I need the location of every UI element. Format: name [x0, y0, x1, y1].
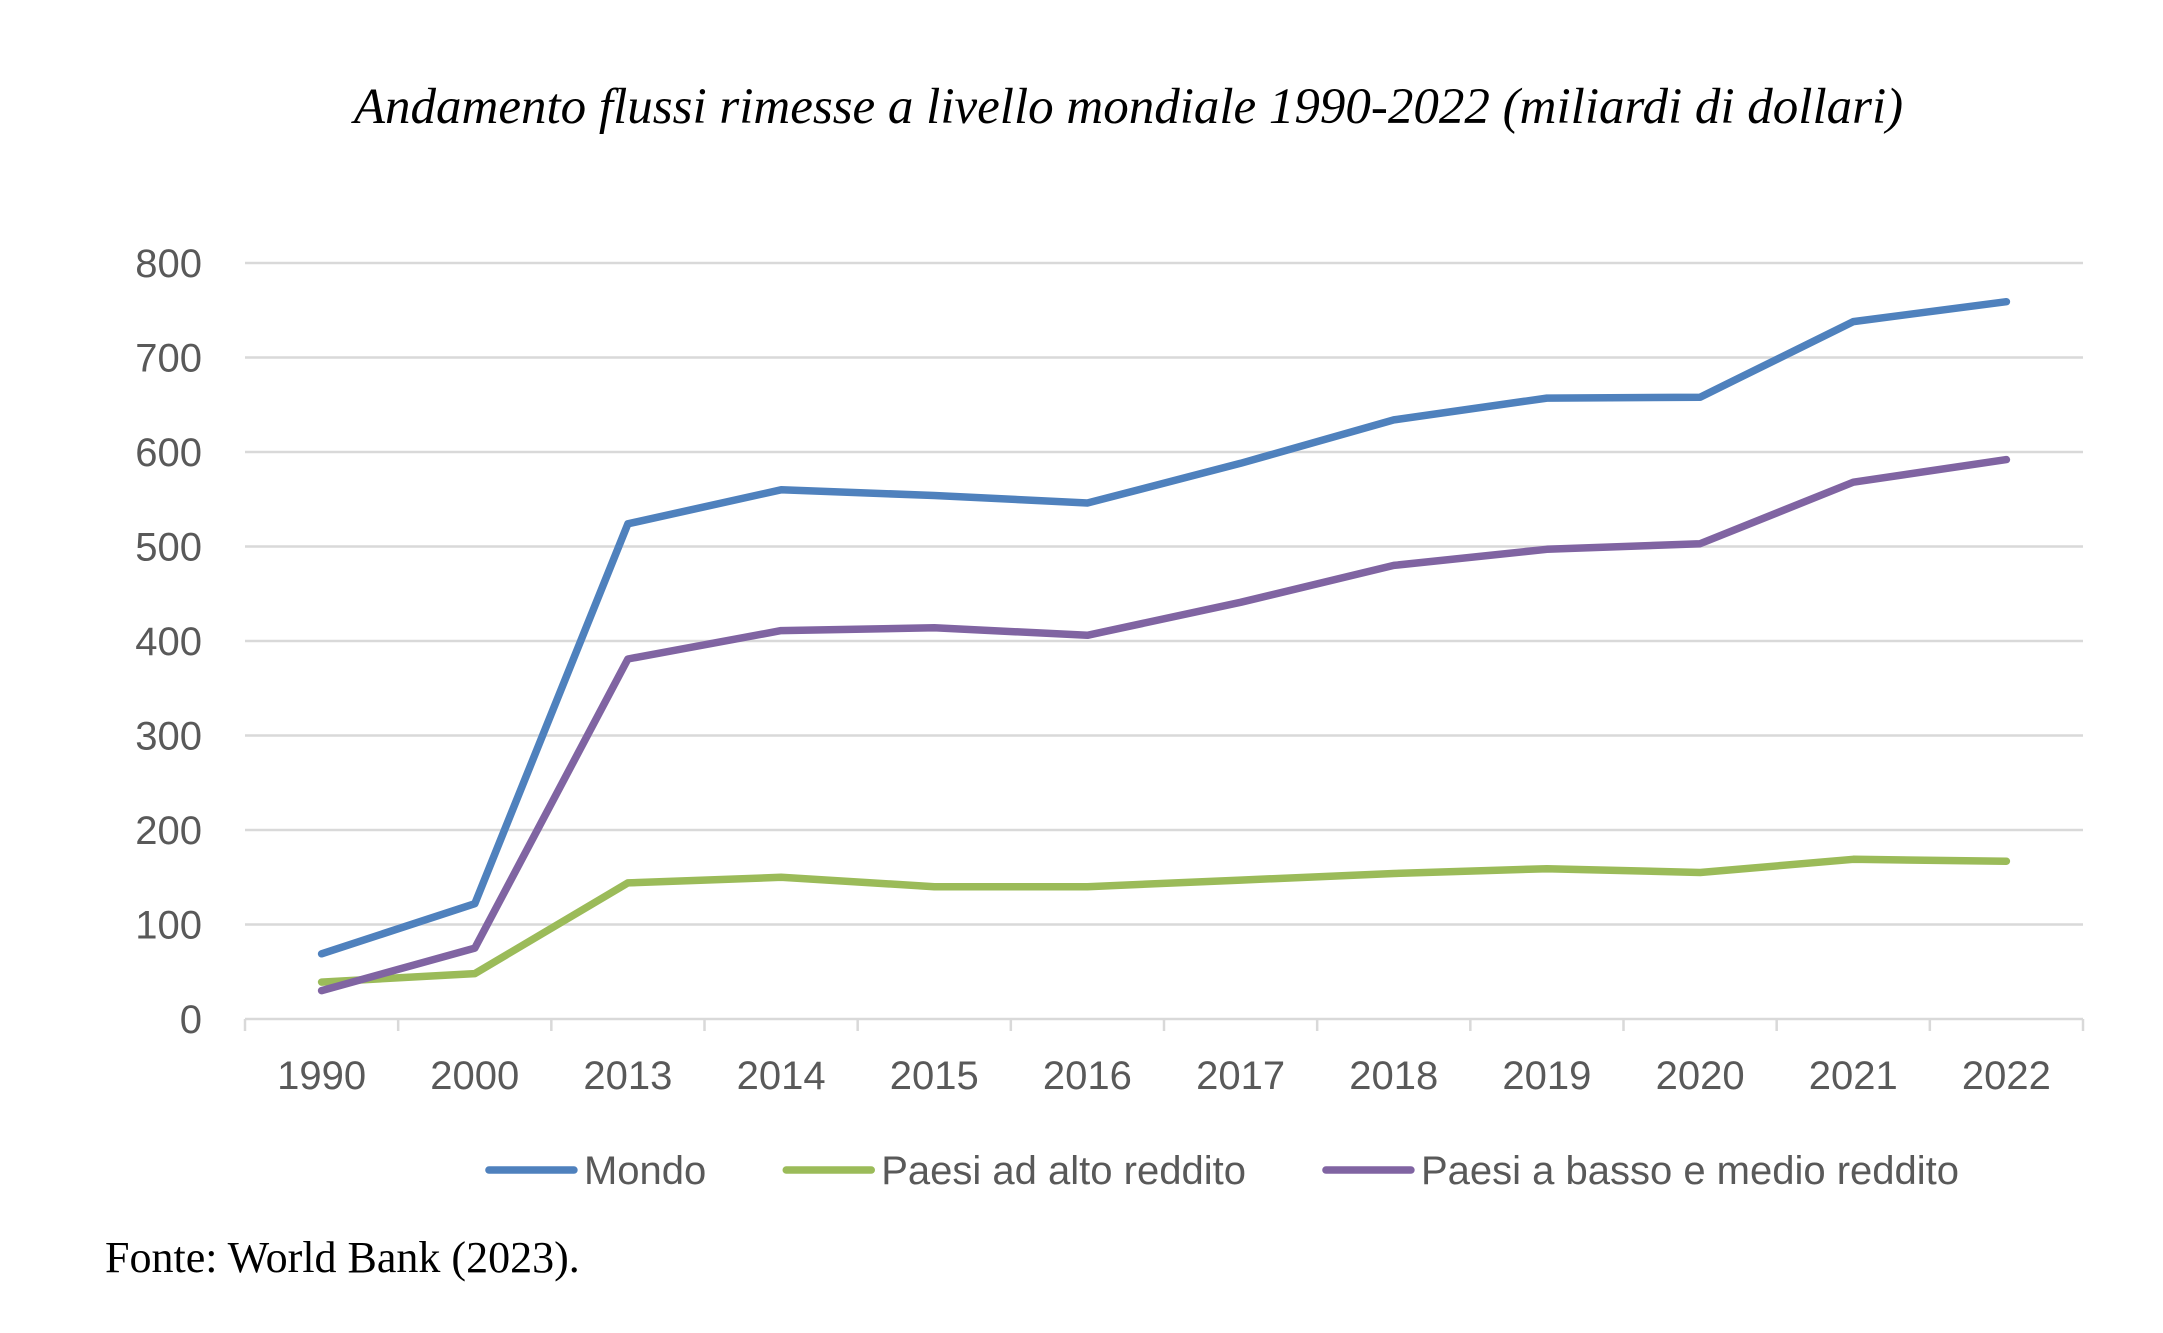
legend-item-mondo: Mondo — [485, 1149, 706, 1193]
source-note: Fonte: World Bank (2023). — [105, 1233, 580, 1282]
x-tick-label: 2016 — [1043, 1054, 1132, 1098]
x-tick-label: 2013 — [583, 1054, 672, 1098]
legend-item-paesi-ad-alto-reddito: Paesi ad alto reddito — [782, 1149, 1246, 1193]
x-tick-label: 2017 — [1196, 1054, 1285, 1098]
y-tick-label: 600 — [135, 431, 202, 475]
x-tick-label: 2020 — [1656, 1054, 1745, 1098]
x-tick-label: 2022 — [1962, 1054, 2051, 1098]
x-axis — [243, 1017, 2085, 1031]
x-tick-label: 2015 — [890, 1054, 979, 1098]
gridlines — [245, 261, 2083, 926]
y-tick-label: 0 — [180, 998, 202, 1042]
series-line-mondo — [317, 297, 2011, 958]
y-tick-label: 700 — [135, 337, 202, 381]
x-tick-label: 2021 — [1809, 1054, 1898, 1098]
series-lines — [317, 297, 2011, 995]
y-tick-label: 400 — [135, 620, 202, 664]
legend-label: Paesi a basso e medio reddito — [1421, 1149, 1959, 1193]
legend-item-paesi-a-basso-e-medio-reddito: Paesi a basso e medio reddito — [1322, 1149, 1959, 1193]
chart-title: Andamento flussi rimesse a livello mondi… — [353, 79, 1904, 135]
y-axis-tick-labels: 0 100 200 300 400 500 600 700 800 — [135, 242, 202, 1042]
y-tick-label: 200 — [135, 809, 202, 853]
y-tick-label: 100 — [135, 904, 202, 948]
legend: Mondo Paesi ad alto reddito Paesi a basso … — [485, 1149, 1959, 1193]
x-axis-tick-labels: 1990 2000 2013 2014 2015 2016 2017 2018 2019 2020… — [277, 1054, 2051, 1098]
legend-label: Paesi ad alto reddito — [881, 1149, 1246, 1193]
x-tick-label: 1990 — [277, 1054, 366, 1098]
y-tick-label: 800 — [135, 242, 202, 286]
x-tick-label: 2014 — [737, 1054, 826, 1098]
x-tick-label: 2000 — [430, 1054, 519, 1098]
x-tick-label: 2018 — [1349, 1054, 1438, 1098]
series-line-paesi-ad-alto-reddito — [317, 855, 2011, 986]
y-tick-label: 300 — [135, 715, 202, 759]
legend-label: Mondo — [584, 1149, 706, 1193]
y-tick-label: 500 — [135, 526, 202, 570]
series-line-paesi-a-basso-e-medio-reddito — [317, 455, 2011, 995]
x-tick-label: 2019 — [1502, 1054, 1591, 1098]
